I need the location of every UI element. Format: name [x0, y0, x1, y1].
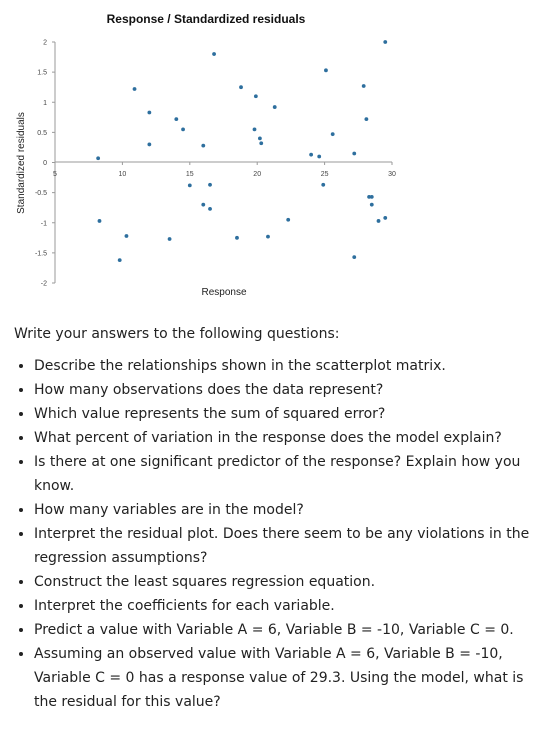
residual-scatter-chart: Response / Standardized residuals Standa…	[16, 12, 396, 298]
x-tick-label: 25	[321, 171, 329, 178]
data-point	[187, 183, 192, 188]
question-item: Is there at one significant predictor of…	[34, 450, 549, 498]
question-item: Which value represents the sum of square…	[34, 402, 549, 426]
data-point	[272, 105, 277, 109]
data-point	[201, 202, 206, 207]
axes	[52, 41, 393, 284]
data-point	[201, 143, 206, 148]
data-point	[253, 94, 258, 99]
question-item: Interpret the residual plot. Does there …	[34, 522, 549, 570]
data-points	[96, 40, 388, 263]
question-item: Describe the relationships shown in the …	[34, 354, 549, 378]
data-point	[324, 68, 328, 73]
data-point	[208, 206, 212, 211]
x-tick-label: 15	[186, 171, 194, 178]
data-point	[132, 87, 137, 91]
data-point	[369, 194, 374, 199]
data-point	[147, 142, 152, 147]
x-tick-label: 5	[53, 171, 57, 178]
y-tick-label: 1	[43, 100, 47, 107]
x-axis-label: Response	[201, 287, 246, 298]
data-point	[208, 182, 212, 187]
data-point	[286, 217, 291, 222]
y-tick-label: 0.5	[37, 130, 47, 137]
y-tick-label: 0	[43, 160, 47, 167]
data-point	[212, 52, 216, 56]
data-point	[235, 235, 239, 240]
y-tick-label: 1.5	[37, 70, 47, 77]
question-item: What percent of variation in the respons…	[34, 426, 549, 450]
data-point	[309, 152, 314, 157]
data-point	[259, 141, 264, 146]
y-tick-label: 2	[43, 40, 47, 47]
y-tick-label: -1.5	[35, 250, 47, 257]
data-point	[147, 110, 152, 115]
chart-title: Response / Standardized residuals	[107, 12, 306, 26]
data-point	[364, 117, 369, 122]
data-point	[352, 151, 357, 156]
y-tick-label: -0.5	[35, 190, 47, 197]
tick-labels: -2-1.5-1-0.500.511.525 10 15 20 25 30	[35, 40, 396, 288]
data-point	[369, 202, 374, 207]
y-tick-label: -2	[41, 281, 47, 288]
data-point	[330, 132, 335, 137]
data-point	[167, 237, 172, 241]
data-point	[321, 182, 326, 187]
data-point	[181, 127, 185, 132]
question-item: Assuming an observed value with Variable…	[34, 642, 549, 714]
question-item: Construct the least squares regression e…	[34, 570, 549, 594]
data-point	[383, 40, 388, 44]
questions-intro: Write your answers to the following ques…	[14, 326, 340, 342]
x-tick-label: 30	[388, 171, 396, 178]
question-item: Interpret the coefficients for each vari…	[34, 594, 549, 618]
data-point	[367, 194, 371, 199]
y-tick-label: -1	[41, 220, 47, 227]
data-point	[361, 84, 366, 88]
questions-section: Write your answers to the following ques…	[14, 322, 549, 714]
data-point	[257, 136, 262, 141]
question-item: How many variables are in the model?	[34, 498, 549, 522]
data-point	[117, 258, 122, 263]
data-point	[174, 117, 179, 122]
data-point	[376, 219, 381, 223]
data-point	[383, 216, 388, 220]
y-axis-label: Standardized residuals	[16, 112, 27, 214]
data-point	[96, 156, 101, 161]
question-item: Predict a value with Variable A = 6, Var…	[34, 618, 549, 642]
x-tick-label: 10	[119, 171, 127, 178]
data-point	[239, 85, 243, 90]
data-point	[124, 234, 129, 238]
questions-list: Describe the relationships shown in the …	[14, 354, 549, 714]
data-point	[97, 219, 102, 223]
x-tick-label: 20	[253, 171, 261, 178]
data-point	[352, 255, 357, 259]
data-point	[266, 234, 270, 239]
data-point	[252, 127, 257, 132]
question-item: How many observations does the data repr…	[34, 378, 549, 402]
data-point	[317, 154, 322, 159]
